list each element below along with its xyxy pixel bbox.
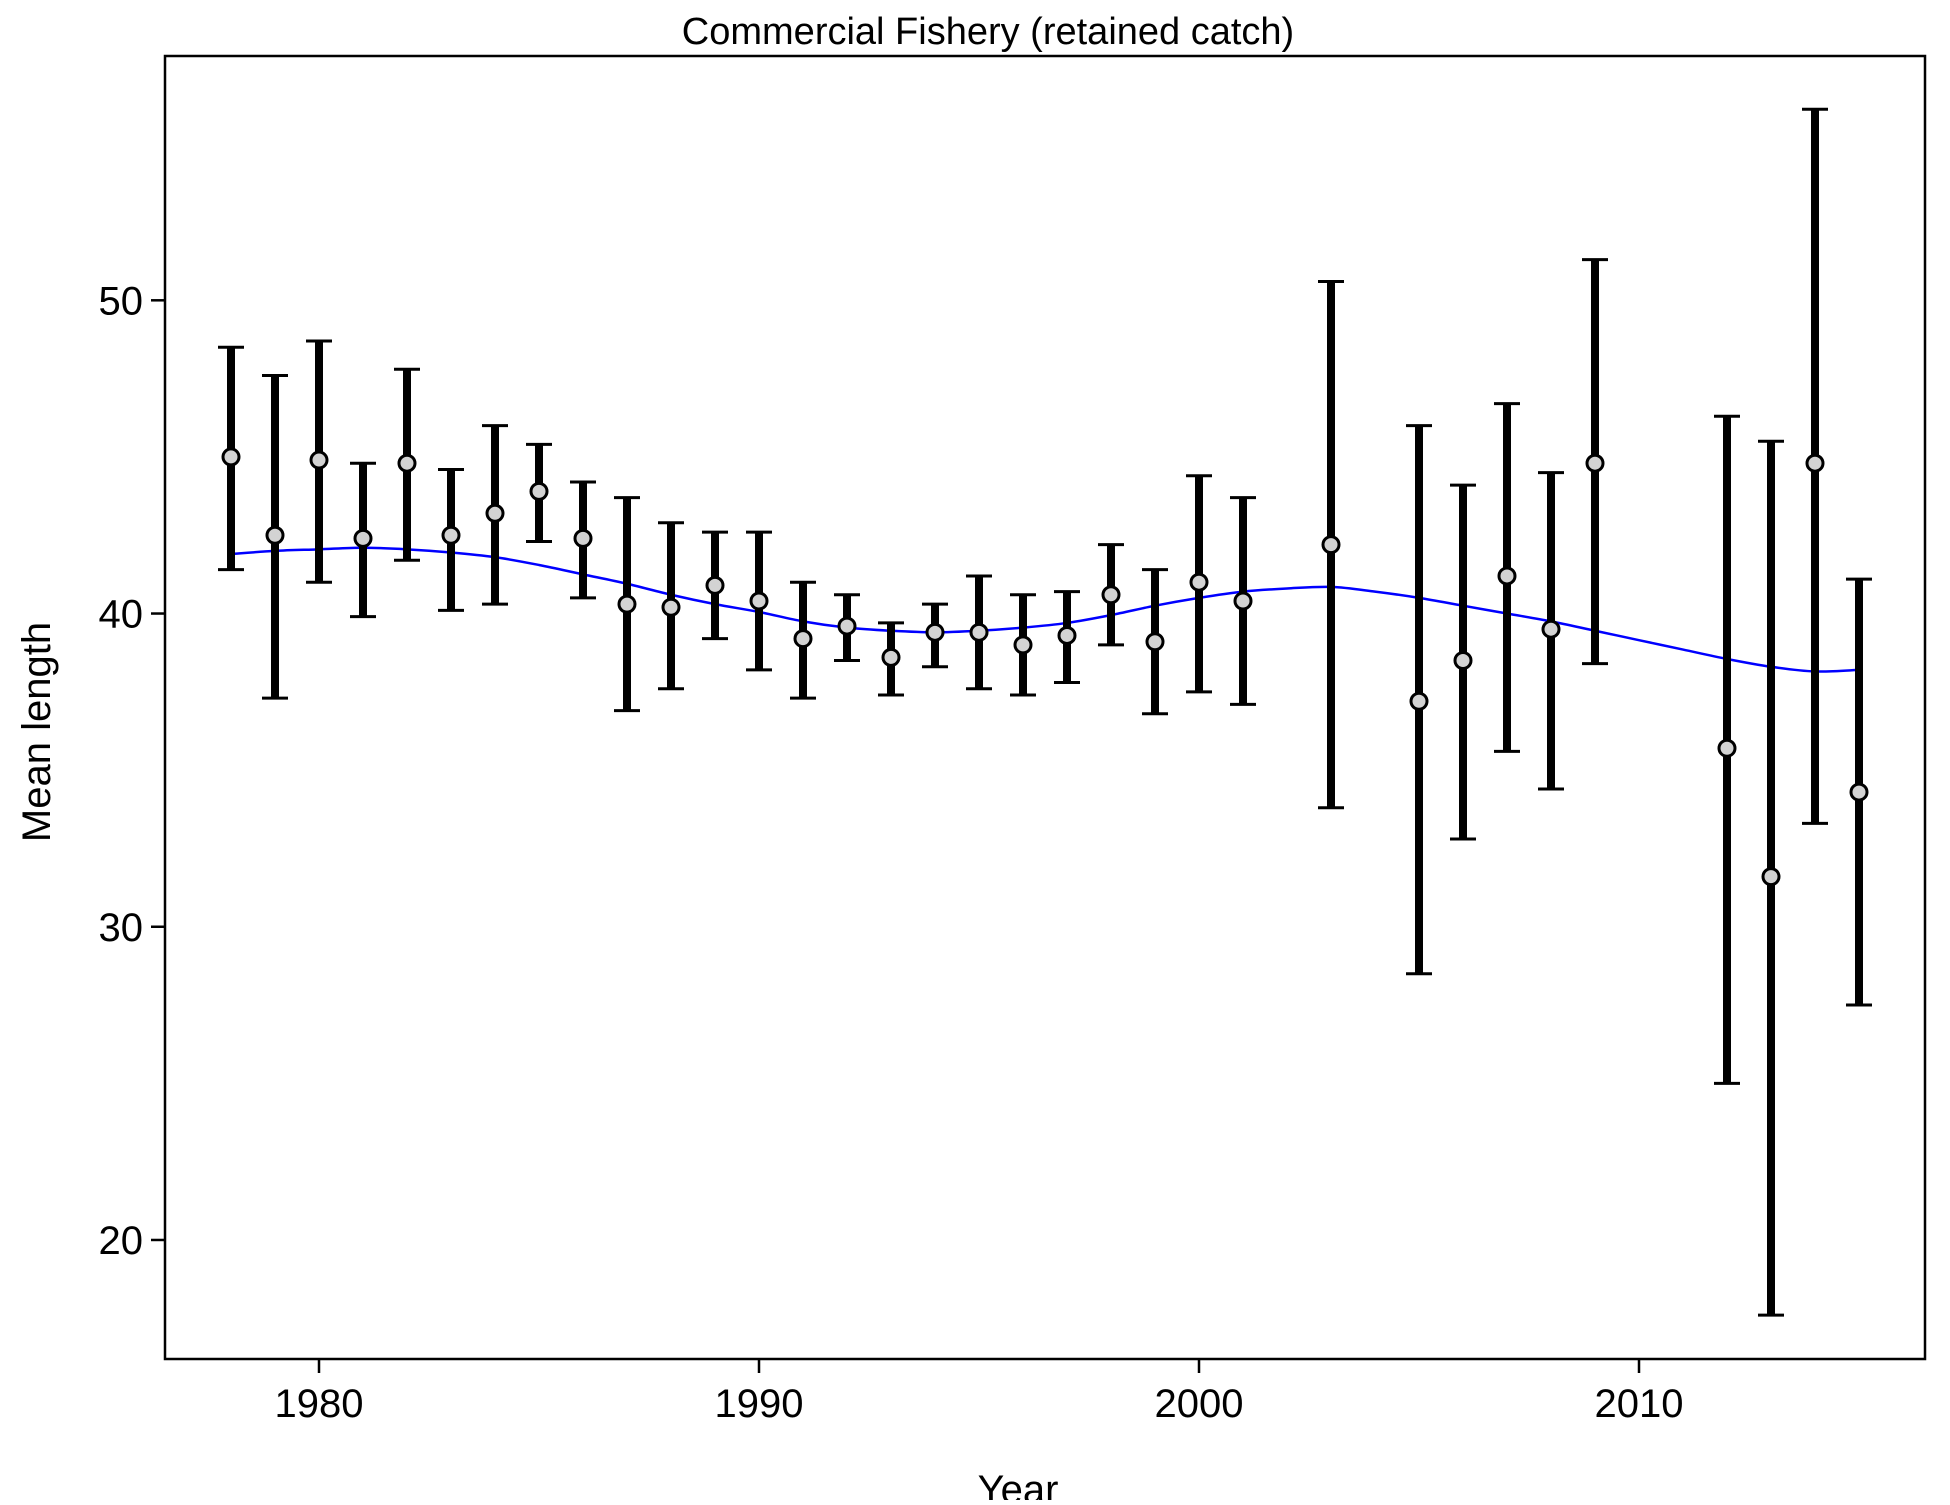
data-point — [265, 525, 285, 545]
data-point — [1057, 625, 1077, 645]
x-tick-label: 2000 — [1155, 1382, 1244, 1426]
x-axis-title: Year — [978, 1468, 1059, 1500]
data-point — [1013, 635, 1033, 655]
data-point — [441, 525, 461, 545]
data-point — [353, 528, 373, 548]
fitted-line — [230, 546, 1860, 673]
data-point — [1805, 453, 1825, 473]
data-point — [221, 447, 241, 467]
data-point — [485, 503, 505, 523]
data-point — [309, 450, 329, 470]
y-tick-label: 20 — [99, 1219, 144, 1263]
data-point — [617, 594, 637, 614]
error-bar-layer — [218, 107, 1872, 1317]
data-point — [1409, 691, 1429, 711]
data-point — [1453, 651, 1473, 671]
data-point — [837, 616, 857, 636]
axis-layer: 1980 1990 2000 2010 20 30 40 50 — [99, 279, 1684, 1426]
fit-line-layer — [230, 546, 1860, 673]
data-point — [749, 591, 769, 611]
plot-frame — [163, 54, 1927, 1361]
data-point — [969, 622, 989, 642]
y-tick-label: 30 — [99, 906, 144, 950]
data-point — [793, 629, 813, 649]
data-point — [397, 453, 417, 473]
chart-title: Commercial Fishery (retained catch) — [682, 11, 1294, 53]
data-point — [573, 528, 593, 548]
data-point — [705, 575, 725, 595]
x-tick-label: 1990 — [715, 1382, 804, 1426]
x-tick-label: 2010 — [1595, 1382, 1684, 1426]
data-point — [1189, 572, 1209, 592]
data-point — [1321, 535, 1341, 555]
data-point — [661, 597, 681, 617]
y-axis-title: Mean length — [15, 622, 59, 842]
data-point — [1585, 453, 1605, 473]
data-point — [1101, 585, 1121, 605]
data-point — [1145, 632, 1165, 652]
data-point — [529, 481, 549, 501]
point-layer — [221, 447, 1869, 887]
data-point — [1849, 782, 1869, 802]
x-tick-label: 1980 — [275, 1382, 364, 1426]
data-point — [1717, 738, 1737, 758]
data-point — [1497, 566, 1517, 586]
y-tick-label: 40 — [99, 593, 144, 637]
data-point — [1233, 591, 1253, 611]
data-point — [1761, 867, 1781, 887]
data-point — [925, 622, 945, 642]
y-tick-label: 50 — [99, 279, 144, 323]
data-point — [881, 647, 901, 667]
data-point — [1541, 619, 1561, 639]
